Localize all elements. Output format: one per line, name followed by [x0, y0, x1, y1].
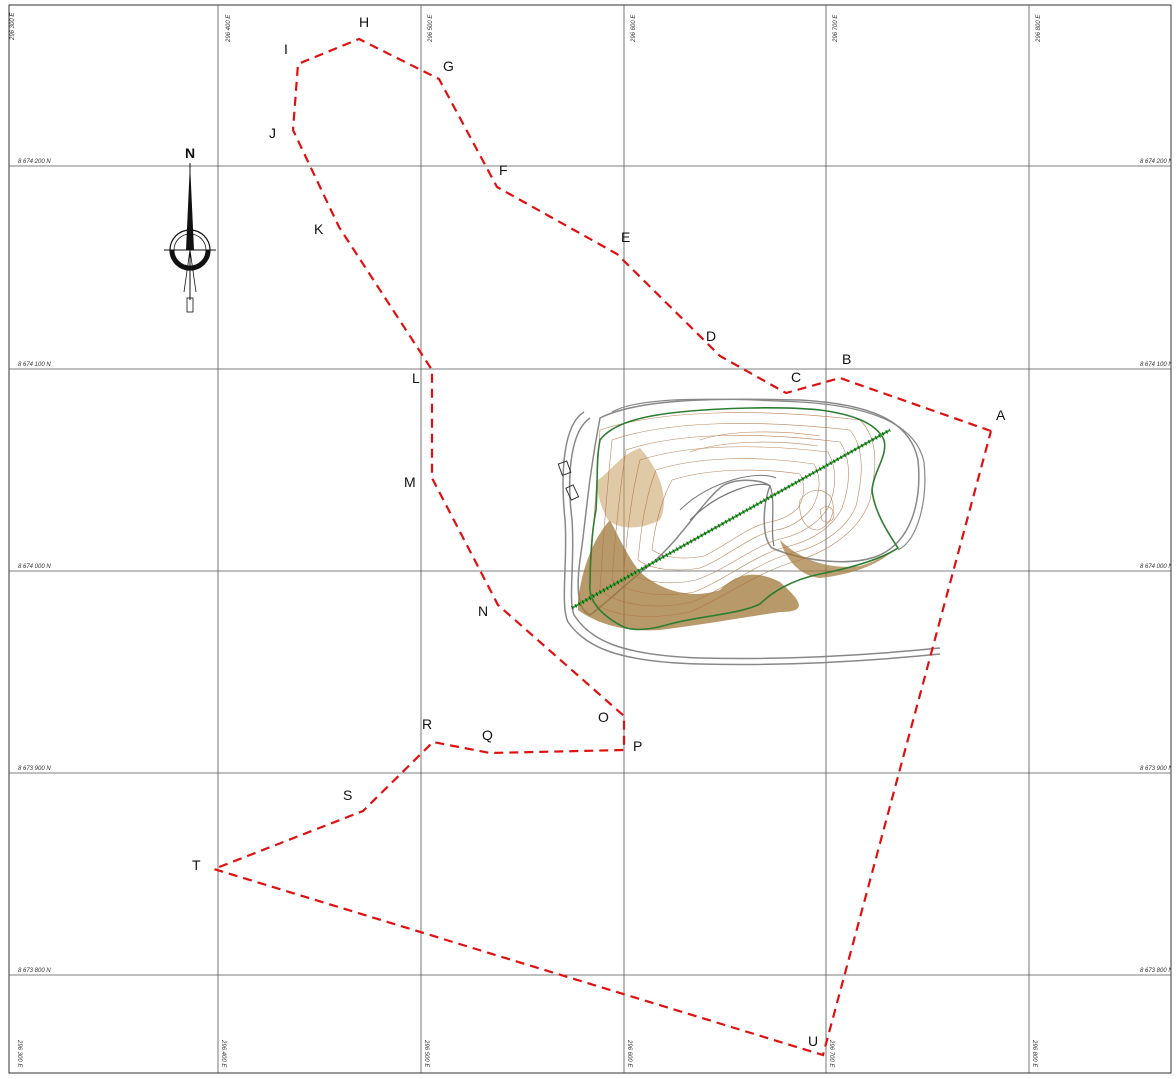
northing-label: 8 674 000 N — [18, 564, 51, 570]
easting-label: 296 600 E — [626, 1039, 632, 1068]
point-label: M — [404, 474, 416, 490]
map-frame — [8, 4, 1172, 1074]
northing-label: 8 673 900 N — [18, 766, 51, 772]
point-label: T — [192, 857, 201, 873]
point-label: D — [706, 328, 716, 344]
point-label: C — [791, 369, 801, 385]
easting-label: 296 400 E — [226, 14, 232, 43]
easting-label: 296 300 E — [16, 1039, 22, 1068]
easting-label: 296 600 E — [631, 14, 637, 43]
point-label: O — [598, 709, 609, 725]
point-label: K — [314, 221, 324, 237]
point-label: P — [633, 738, 642, 754]
point-labels: H I G J F E K D B C L A M N O R Q P S T … — [192, 14, 1006, 1049]
northing-label: 8 673 800 N — [18, 968, 51, 974]
point-label: G — [443, 58, 454, 74]
northing-labels-right: 8 674 200 N 8 674 100 N 8 674 000 N 8 67… — [1140, 159, 1173, 974]
easting-labels-bottom: 296 300 E 296 400 E 296 500 E 296 600 E … — [16, 1039, 1037, 1068]
northing-label: 8 674 200 N — [18, 159, 51, 165]
northing-label: 8 674 100 N — [1140, 362, 1173, 368]
easting-label: 296 400 E — [220, 1039, 226, 1068]
northing-label: 8 674 200 N — [1140, 159, 1173, 165]
pit-area — [557, 398, 941, 666]
easting-label: 296 500 E — [428, 14, 434, 43]
northing-grid — [9, 165, 1171, 976]
easting-label: 296 800 E — [1036, 14, 1042, 43]
northing-label: 8 673 800 N — [1140, 968, 1173, 974]
point-label: F — [499, 162, 508, 178]
easting-label: 296 700 E — [828, 1039, 834, 1068]
point-label: Q — [482, 727, 493, 743]
point-label: B — [842, 351, 851, 367]
northing-label: 8 674 100 N — [18, 362, 51, 368]
point-label: N — [478, 603, 488, 619]
boundary-polygon — [210, 37, 993, 1057]
point-label: J — [269, 125, 276, 141]
easting-label: 296 800 E — [1031, 1039, 1037, 1068]
point-label: H — [359, 14, 369, 30]
point-label: R — [422, 716, 432, 732]
easting-label: 296 700 E — [833, 14, 839, 43]
northing-label: 8 674 000 N — [1140, 564, 1173, 570]
northing-label: 8 673 900 N — [1140, 766, 1173, 772]
easting-grid — [217, 5, 1030, 1073]
point-label: E — [621, 229, 630, 245]
point-label: U — [808, 1033, 818, 1049]
easting-label: 296 300 E — [10, 12, 16, 41]
easting-label: 296 500 E — [423, 1039, 429, 1068]
point-label: L — [412, 370, 420, 386]
point-label: S — [343, 787, 352, 803]
point-label: I — [284, 41, 288, 57]
north-label: N — [185, 145, 195, 161]
point-label: A — [996, 407, 1006, 423]
northing-labels-left: 8 674 200 N 8 674 100 N 8 674 000 N 8 67… — [18, 159, 51, 974]
north-arrow-icon: N — [164, 145, 216, 313]
easting-labels-top: 296 300 E 296 400 E 296 500 E 296 600 E … — [10, 12, 1042, 43]
